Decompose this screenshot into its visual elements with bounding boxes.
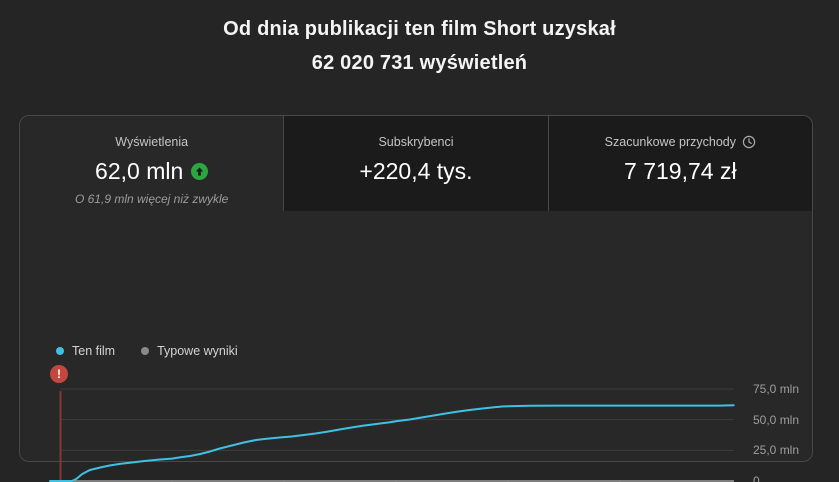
- metric-tabs: Wyświetlenia 62,0 mln O 61,9 mln więcej …: [20, 116, 812, 211]
- legend-dot-icon: [141, 347, 150, 355]
- y-tick-label: 0: [753, 474, 760, 482]
- legend-item-1[interactable]: Typowe wyniki: [141, 344, 238, 358]
- tab-subscribers-label: Subskrybenci: [378, 135, 454, 149]
- tab-views-subtitle: O 61,9 mln więcej niż zwykle: [74, 192, 229, 206]
- page-title-line2: 62 020 731 wyświetleń: [311, 52, 528, 74]
- legend-label: Typowe wyniki: [157, 344, 238, 358]
- tab-views[interactable]: Wyświetlenia 62,0 mln O 61,9 mln więcej …: [20, 116, 283, 211]
- tab-views-value-text: 62,0 mln: [95, 158, 184, 184]
- legend-label: Ten film: [72, 344, 116, 358]
- legend-item-0[interactable]: Ten film: [56, 344, 115, 358]
- tab-revenue-label: Szacunkowe przychody: [605, 135, 756, 149]
- y-tick-label: 75,0 mln: [753, 382, 800, 396]
- tab-subscribers-value: +220,4 tys.: [359, 158, 473, 184]
- tab-revenue-label-text: Szacunkowe przychody: [604, 135, 736, 149]
- chart-legend: Ten film Typowe wyniki: [56, 344, 238, 358]
- y-tick-label: 25,0 mln: [753, 443, 800, 458]
- up-arrow-icon: [191, 163, 209, 180]
- tab-subscribers[interactable]: Subskrybenci +220,4 tys.: [283, 116, 548, 211]
- tab-revenue-value: 7 719,74 zł: [624, 158, 737, 184]
- tab-views-label: Wyświetlenia: [115, 135, 189, 149]
- clock-icon: [742, 135, 756, 149]
- legend-dot-icon: [56, 347, 64, 355]
- page-title-line1: Od dnia publikacji ten film Short uzyska…: [223, 18, 616, 40]
- views-chart-svg: [49, 388, 735, 482]
- analytics-card: Wyświetlenia 62,0 mln O 61,9 mln więcej …: [19, 115, 813, 482]
- page-title: Od dnia publikacji ten film Short uzyska…: [0, 12, 839, 80]
- y-tick-label: 50,0 mln: [753, 412, 800, 427]
- tab-revenue[interactable]: Szacunkowe przychody 7 719,74 zł: [547, 116, 812, 211]
- tab-views-value: 62,0 mln: [20, 158, 283, 185]
- alert-exclamation-icon[interactable]: !: [50, 365, 68, 383]
